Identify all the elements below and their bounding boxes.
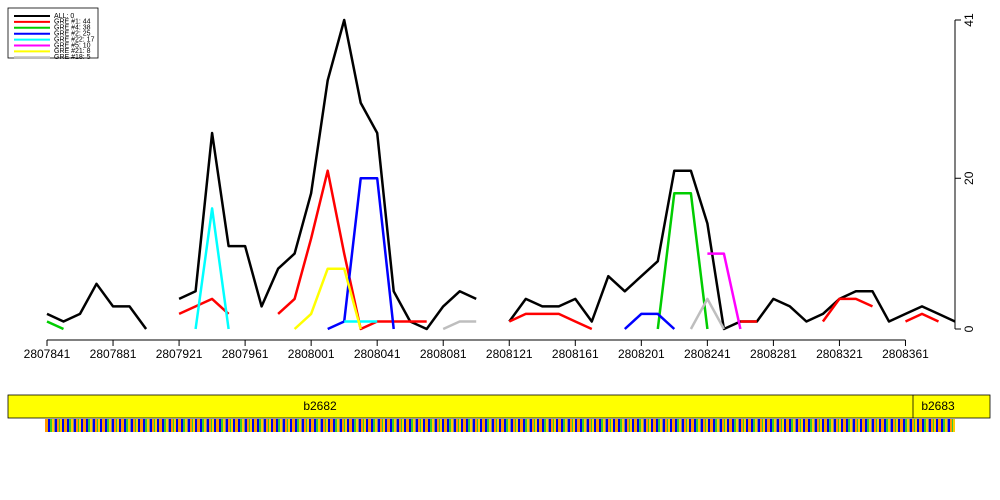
legend-label: ALL: 0 <box>54 13 74 20</box>
gene-label: b2682 <box>303 399 337 413</box>
series-line <box>194 207 378 330</box>
x-tick-label: 2808041 <box>354 347 401 361</box>
x-tick-label: 2807961 <box>222 347 269 361</box>
legend-label: GRE #21: 8 <box>54 48 91 55</box>
series-line <box>178 169 940 331</box>
series-line <box>707 252 742 330</box>
legend-label: GRE #22: 17 <box>54 36 95 43</box>
legend-label: GRE #5: 10 <box>54 42 91 49</box>
gene-track <box>7 394 991 419</box>
legend-label: GRE #2: 25 <box>54 31 91 38</box>
legend-label: GRE #1: 44 <box>54 19 91 26</box>
x-tick-label: 2807841 <box>24 347 71 361</box>
x-tick-label: 2808081 <box>420 347 467 361</box>
x-tick-label: 2807921 <box>156 347 203 361</box>
x-tick-label: 2807881 <box>90 347 137 361</box>
x-tick-label: 2808281 <box>750 347 797 361</box>
y-tick-label: 20 <box>962 171 976 185</box>
x-tick-label: 2808241 <box>684 347 731 361</box>
series-line <box>46 192 709 331</box>
x-tick-label: 2808321 <box>816 347 863 361</box>
x-tick-label: 2808361 <box>882 347 929 361</box>
legend-label: GRE #18: 5 <box>54 54 91 61</box>
sequence-track <box>45 419 955 432</box>
series-line <box>442 297 725 331</box>
x-tick-label: 2808201 <box>618 347 665 361</box>
series-line <box>327 177 676 331</box>
x-tick-label: 2808001 <box>288 347 335 361</box>
series-line <box>46 18 956 331</box>
x-tick-label: 2808161 <box>552 347 599 361</box>
y-tick-label: 0 <box>962 325 976 332</box>
gene-label: b2683 <box>921 399 955 413</box>
series-line <box>293 267 362 330</box>
x-tick-label: 2808121 <box>486 347 533 361</box>
legend-label: GRE #4: 38 <box>54 25 91 32</box>
y-tick-label: 41 <box>962 13 976 27</box>
